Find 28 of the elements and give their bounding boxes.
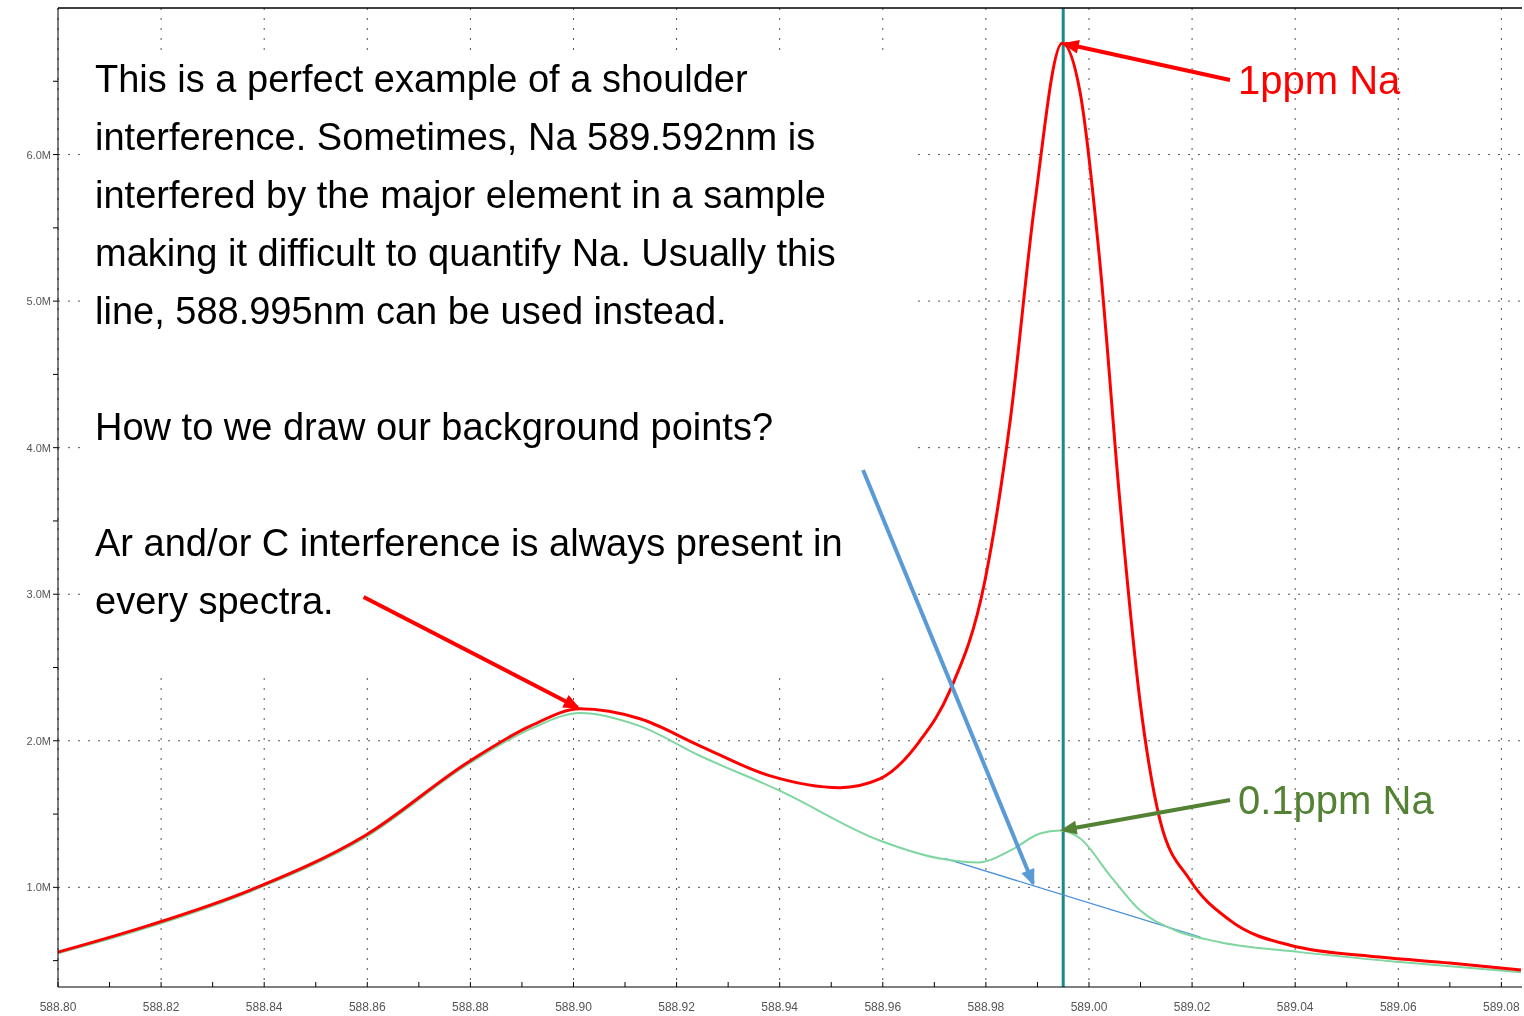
line-series: [57, 711, 1522, 974]
x-tick-label: 588.88: [452, 1000, 490, 1014]
x-tick-label: 588.84: [245, 1000, 283, 1014]
x-tick-label: 588.82: [142, 1000, 180, 1014]
y-tick-label: 1.0M: [26, 881, 51, 894]
x-tick-label: 589.00: [1070, 1000, 1108, 1014]
x-tick-label: 588.80: [39, 1000, 77, 1014]
annotation: Ar and/or C interference is always present in every spectra.: [95, 522, 843, 622]
y-tick-label: 4.0M: [26, 441, 51, 454]
x-tick-label: 588.92: [658, 1000, 696, 1014]
annotation: How to we draw our background points?: [95, 406, 774, 448]
x-tick-label: 588.98: [967, 1000, 1005, 1014]
x-tick-label: 588.90: [555, 1000, 593, 1014]
x-tick-label: 589.02: [1173, 1000, 1211, 1014]
x-tick-label: 589.08: [1483, 1000, 1521, 1014]
y-tick-label: 6.0M: [26, 148, 51, 161]
x-tick-label: 589.06: [1379, 1000, 1417, 1014]
y-tick-label: 5.0M: [26, 295, 51, 308]
annotation: This is a perfect example of a shoulder interference. Sometimes, Na 589.592nm is interfered by the major element in a sample making it difficult to quantify Na. Usually this line, 588.995nm can be used instead.: [95, 58, 836, 332]
annotation: 1ppm Na: [1238, 58, 1402, 102]
x-tick-label: 589.04: [1276, 1000, 1314, 1014]
x-tick-label: 588.86: [348, 1000, 386, 1014]
x-tick-label: 588.94: [761, 1000, 799, 1014]
y-tick-label: 2.0M: [26, 734, 51, 747]
line-series: [56, 41, 1523, 972]
x-tick-label: 588.96: [864, 1000, 902, 1014]
y-tick-label: 3.0M: [26, 588, 51, 601]
annotation: 0.1ppm Na: [1238, 778, 1435, 822]
